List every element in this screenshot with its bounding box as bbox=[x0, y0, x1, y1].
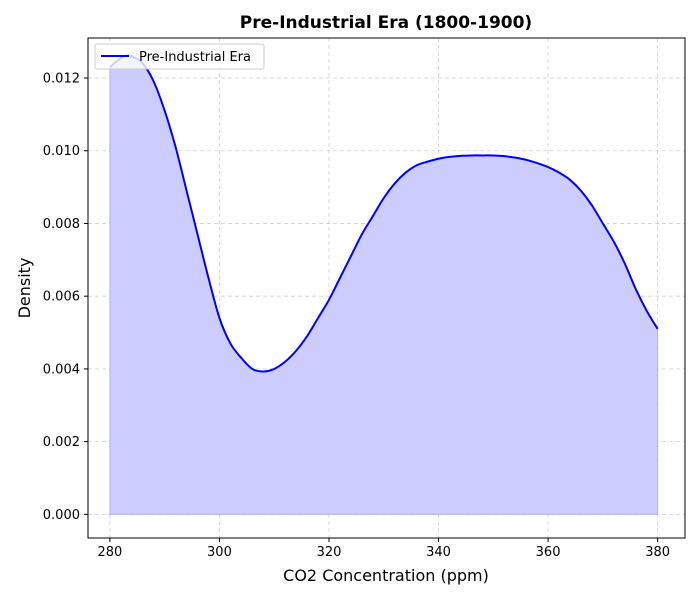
density-line bbox=[109, 54, 659, 373]
y-tick-label: 0.010 bbox=[43, 144, 80, 159]
plot-area bbox=[109, 54, 659, 515]
x-tick-label: 360 bbox=[536, 545, 561, 560]
x-tick-label: 300 bbox=[207, 545, 232, 560]
y-tick-label: 0.012 bbox=[43, 72, 80, 87]
chart-title: Pre-Industrial Era (1800-1900) bbox=[240, 13, 532, 33]
y-tick-label: 0.000 bbox=[43, 508, 80, 523]
axis-ticks: 280 300 320 340 360 380 0.000 0.002 0.004 0.006 0.… bbox=[43, 72, 670, 561]
x-tick-label: 340 bbox=[426, 545, 451, 560]
x-tick-label: 320 bbox=[317, 545, 342, 560]
x-tick-label: 280 bbox=[97, 545, 122, 560]
legend-label: Pre-Industrial Era bbox=[139, 50, 251, 65]
plot-frame bbox=[87, 37, 686, 539]
y-tick-label: 0.008 bbox=[43, 217, 80, 232]
x-tick-label: 380 bbox=[645, 545, 670, 560]
y-tick-label: 0.002 bbox=[43, 435, 80, 450]
legend: Pre-Industrial Era bbox=[94, 43, 265, 70]
y-axis-label: Density bbox=[15, 258, 34, 319]
x-axis-label: CO2 Concentration (ppm) bbox=[283, 566, 489, 585]
y-tick-label: 0.006 bbox=[43, 290, 80, 305]
y-tick-label: 0.004 bbox=[43, 362, 80, 377]
legend-box bbox=[94, 43, 265, 70]
